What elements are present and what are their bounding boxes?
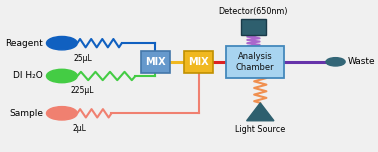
Text: Sample: Sample <box>9 109 43 118</box>
Circle shape <box>46 36 77 50</box>
Text: 225μL: 225μL <box>71 86 94 95</box>
Text: 2μL: 2μL <box>72 124 86 133</box>
Text: Reagent: Reagent <box>5 39 43 48</box>
Circle shape <box>326 58 345 66</box>
Text: DI H₂O: DI H₂O <box>13 71 43 81</box>
FancyBboxPatch shape <box>226 46 284 78</box>
Text: Analysis
Chamber: Analysis Chamber <box>236 52 274 72</box>
Text: MIX: MIX <box>188 57 209 67</box>
FancyBboxPatch shape <box>141 51 170 73</box>
Text: Detector(650nm): Detector(650nm) <box>219 7 288 16</box>
Circle shape <box>46 107 77 120</box>
Text: 25μL: 25μL <box>73 54 92 63</box>
FancyBboxPatch shape <box>241 19 266 35</box>
Text: MIX: MIX <box>145 57 166 67</box>
Text: Light Source: Light Source <box>235 125 285 134</box>
Text: Waste: Waste <box>347 57 375 66</box>
FancyBboxPatch shape <box>184 51 213 73</box>
Polygon shape <box>246 103 274 121</box>
Circle shape <box>46 69 77 83</box>
